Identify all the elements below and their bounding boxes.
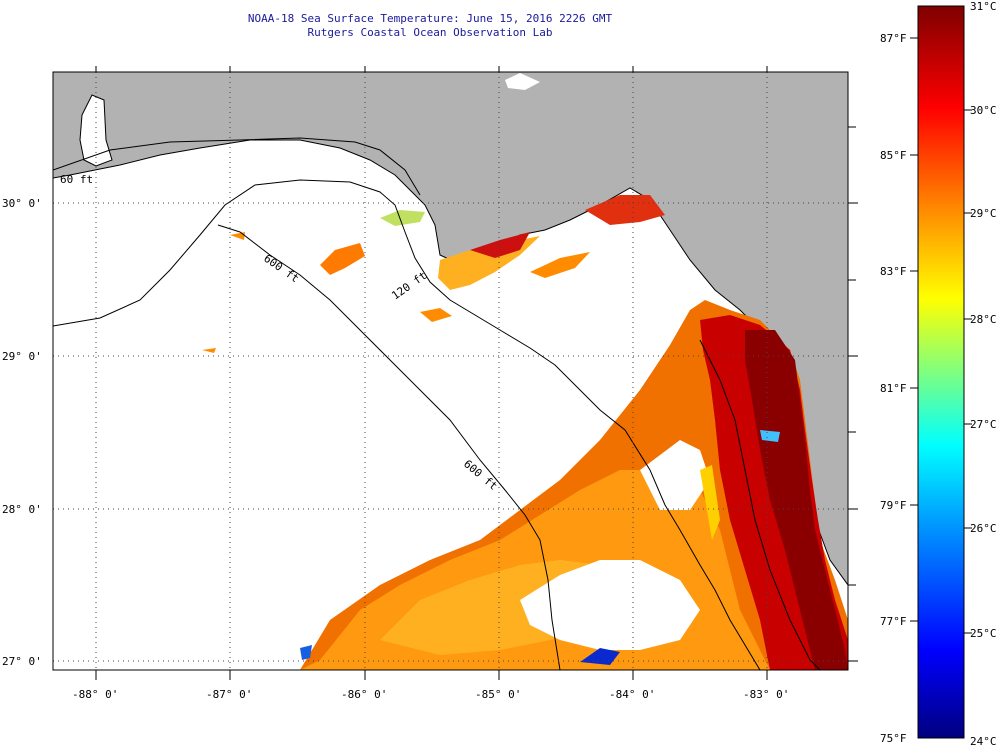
colorbar-label-c: 26°C xyxy=(970,522,997,535)
isobath-label: 60 ft xyxy=(60,173,93,186)
colorbar-label-c: 27°C xyxy=(970,418,997,431)
colorbar-label-f: 79°F xyxy=(880,499,907,512)
colorbar-label-f: 75°F xyxy=(880,732,907,745)
isobaths xyxy=(53,137,821,670)
sst-patches xyxy=(202,195,848,670)
lat-label: 30° 0' xyxy=(2,197,42,210)
colorbar xyxy=(910,5,972,739)
colorbar-label-c: 25°C xyxy=(970,627,997,640)
map-title: NOAA-18 Sea Surface Temperature: June 15… xyxy=(247,12,613,25)
lat-label: 29° 0' xyxy=(2,350,42,363)
lon-label: -87° 0' xyxy=(206,688,252,701)
map-area xyxy=(53,72,848,670)
colorbar-label-c: 31°C xyxy=(970,0,997,13)
lon-label: -84° 0' xyxy=(609,688,655,701)
lon-label: -88° 0' xyxy=(72,688,118,701)
lon-label: -86° 0' xyxy=(341,688,387,701)
colorbar-label-f: 85°F xyxy=(880,149,907,162)
lon-label: -83° 0' xyxy=(743,688,789,701)
colorbar-label-f: 83°F xyxy=(880,265,907,278)
lat-label: 28° 0' xyxy=(2,503,42,516)
map-frame xyxy=(52,71,849,671)
colorbar-label-f: 81°F xyxy=(880,382,907,395)
colorbar-label-f: 87°F xyxy=(880,32,907,45)
colorbar-label-c: 30°C xyxy=(970,104,997,117)
lat-label: 27° 0' xyxy=(2,655,42,668)
map-subtitle: Rutgers Coastal Ocean Observation Lab xyxy=(307,26,553,39)
colorbar-label-c: 29°C xyxy=(970,207,997,220)
colorbar-label-c: 28°C xyxy=(970,313,997,326)
colorbar-label-c: 24°C xyxy=(970,735,997,748)
lon-label: -85° 0' xyxy=(475,688,521,701)
colorbar-label-f: 77°F xyxy=(880,615,907,628)
axis-ticks xyxy=(95,66,858,680)
